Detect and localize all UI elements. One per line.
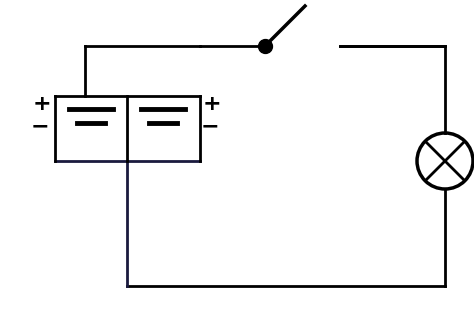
Text: +: + [33,94,51,114]
Text: +: + [203,94,221,114]
Text: −: − [201,116,219,136]
Text: −: − [31,116,49,136]
